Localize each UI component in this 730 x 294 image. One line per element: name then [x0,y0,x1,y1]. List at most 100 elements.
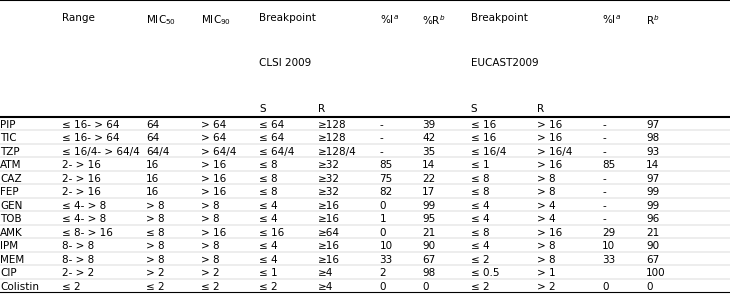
Text: 1: 1 [380,214,386,224]
Text: 67: 67 [646,255,659,265]
Text: CAZ: CAZ [0,174,22,184]
Text: -: - [602,214,606,224]
Text: 99: 99 [422,201,435,211]
Text: -: - [380,147,383,157]
Text: ≤ 8: ≤ 8 [471,228,490,238]
Text: 93: 93 [646,147,659,157]
Text: -: - [602,201,606,211]
Text: > 16/4: > 16/4 [537,147,572,157]
Text: TZP: TZP [0,147,20,157]
Text: 22: 22 [422,174,435,184]
Text: -: - [602,174,606,184]
Text: 33: 33 [380,255,393,265]
Text: ≥4: ≥4 [318,282,333,292]
Text: > 2: > 2 [537,282,556,292]
Text: CIP: CIP [0,268,17,278]
Text: ≤ 16: ≤ 16 [259,228,285,238]
Text: ≤ 2: ≤ 2 [471,282,490,292]
Text: 75: 75 [380,174,393,184]
Text: 10: 10 [602,241,615,251]
Text: 85: 85 [380,160,393,170]
Text: MEM: MEM [0,255,24,265]
Text: 0: 0 [422,282,429,292]
Text: ≥32: ≥32 [318,160,339,170]
Text: ≤ 2: ≤ 2 [259,282,278,292]
Text: IPM: IPM [0,241,18,251]
Text: 0: 0 [602,282,609,292]
Text: 14: 14 [646,160,659,170]
Text: > 16: > 16 [201,187,226,197]
Text: 14: 14 [422,160,435,170]
Text: TIC: TIC [0,133,17,143]
Text: R$^b$: R$^b$ [646,13,660,27]
Text: ≤ 4: ≤ 4 [471,201,490,211]
Text: ≥128: ≥128 [318,120,346,130]
Text: EUCAST2009: EUCAST2009 [471,59,539,69]
Text: > 8: > 8 [537,174,556,184]
Text: ≤ 2: ≤ 2 [146,282,165,292]
Text: > 8: > 8 [537,255,556,265]
Text: > 4: > 4 [537,214,556,224]
Text: > 8: > 8 [201,255,220,265]
Text: > 64: > 64 [201,120,226,130]
Text: ≤ 8- > 16: ≤ 8- > 16 [62,228,113,238]
Text: 98: 98 [646,133,659,143]
Text: 21: 21 [422,228,435,238]
Text: ≤ 2: ≤ 2 [471,255,490,265]
Text: TOB: TOB [0,214,22,224]
Text: %R$^b$: %R$^b$ [422,13,445,27]
Text: 2- > 16: 2- > 16 [62,187,101,197]
Text: ≤ 0.5: ≤ 0.5 [471,268,499,278]
Text: 35: 35 [422,147,435,157]
Text: 17: 17 [422,187,435,197]
Text: > 1: > 1 [537,268,556,278]
Text: > 8: > 8 [201,201,220,211]
Text: > 8: > 8 [201,241,220,251]
Text: ≤ 16- > 64: ≤ 16- > 64 [62,133,120,143]
Text: 16: 16 [146,160,159,170]
Text: 21: 21 [646,228,659,238]
Text: ≥32: ≥32 [318,187,339,197]
Text: > 16: > 16 [201,174,226,184]
Text: 10: 10 [380,241,393,251]
Text: MIC$_{50}$: MIC$_{50}$ [146,13,176,27]
Text: 8- > 8: 8- > 8 [62,241,94,251]
Text: ≤ 8: ≤ 8 [259,160,278,170]
Text: > 8: > 8 [146,214,165,224]
Text: 64: 64 [146,120,159,130]
Text: 16: 16 [146,174,159,184]
Text: -: - [380,120,383,130]
Text: 64: 64 [146,133,159,143]
Text: ≤ 64: ≤ 64 [259,133,285,143]
Text: 0: 0 [380,228,386,238]
Text: 2- > 16: 2- > 16 [62,174,101,184]
Text: ≥32: ≥32 [318,174,339,184]
Text: ≤ 16: ≤ 16 [471,120,496,130]
Text: 0: 0 [380,282,386,292]
Text: > 8: > 8 [537,187,556,197]
Text: 90: 90 [646,241,659,251]
Text: 33: 33 [602,255,615,265]
Text: 29: 29 [602,228,615,238]
Text: R: R [318,104,325,114]
Text: -: - [602,187,606,197]
Text: > 4: > 4 [537,201,556,211]
Text: ≤ 2: ≤ 2 [201,282,220,292]
Text: 2- > 2: 2- > 2 [62,268,94,278]
Text: 2: 2 [380,268,386,278]
Text: > 8: > 8 [201,214,220,224]
Text: ≤ 4: ≤ 4 [259,241,278,251]
Text: ≤ 2: ≤ 2 [62,282,81,292]
Text: 67: 67 [422,255,435,265]
Text: 42: 42 [422,133,435,143]
Text: 97: 97 [646,120,659,130]
Text: -: - [602,120,606,130]
Text: ≤ 64: ≤ 64 [259,120,285,130]
Text: > 16: > 16 [537,228,562,238]
Text: 2- > 16: 2- > 16 [62,160,101,170]
Text: ≤ 1: ≤ 1 [471,160,490,170]
Text: ≤ 8: ≤ 8 [471,187,490,197]
Text: Colistin: Colistin [0,282,39,292]
Text: ≤ 8: ≤ 8 [471,174,490,184]
Text: PIP: PIP [0,120,15,130]
